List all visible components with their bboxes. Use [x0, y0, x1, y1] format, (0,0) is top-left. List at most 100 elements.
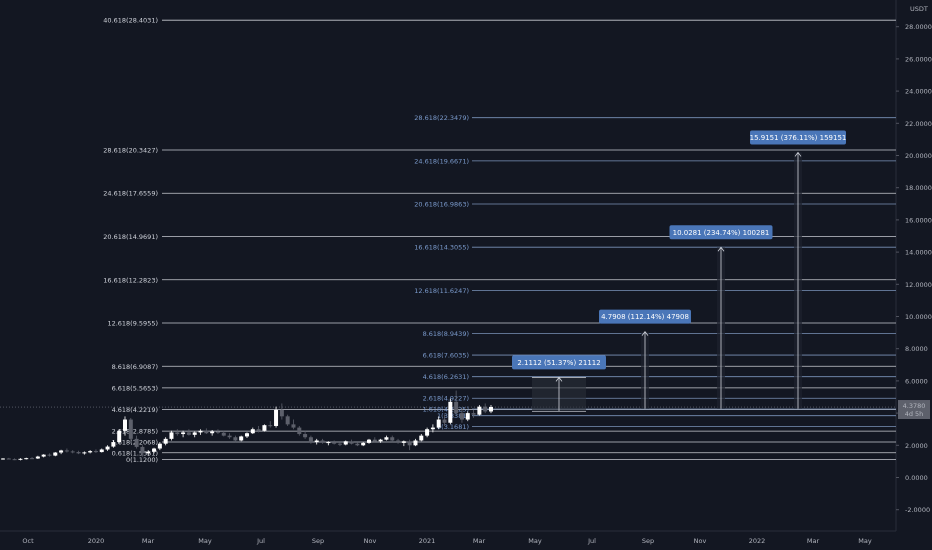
- fib-right-level-label: 20.618(16.9863): [414, 201, 469, 209]
- candle-body: [384, 437, 389, 440]
- candle-body: [35, 456, 40, 459]
- candle-body: [18, 458, 23, 460]
- y-tick-label: 0.0000: [905, 474, 928, 482]
- fib-right-level-label: 28.618(22.3479): [414, 114, 469, 122]
- y-tick-label: 6.0000: [905, 377, 928, 385]
- x-tick-label: May: [858, 537, 872, 545]
- projection-label-box: [512, 355, 606, 370]
- fib-left-level-label: 0(1.1200): [126, 456, 158, 464]
- candle-body: [396, 440, 401, 443]
- candle-body: [53, 452, 58, 456]
- candle-body: [477, 406, 482, 415]
- candle-body: [1, 458, 5, 460]
- candle-body: [111, 442, 116, 447]
- y-tick-label: -2.0000: [905, 506, 930, 514]
- candle-body: [419, 435, 424, 441]
- projection-label: 10.0281 (234.74%) 100281: [673, 229, 770, 237]
- projection-arrow-head: [717, 246, 725, 252]
- current-price-label: 4.3780: [903, 402, 926, 410]
- candle-body: [303, 434, 308, 438]
- x-tick-label: Nov: [364, 537, 377, 545]
- fib-left-level-label: 8.618(6.9087): [112, 363, 158, 371]
- candle-body: [372, 439, 377, 442]
- fib-left-level-label: 12.618(9.5955): [107, 320, 158, 328]
- y-tick-label: 18.0000: [905, 184, 932, 192]
- candle-body: [152, 448, 157, 452]
- candle-body: [448, 401, 453, 423]
- candle-body: [465, 413, 470, 420]
- candle-body: [355, 443, 360, 446]
- candle-body: [390, 437, 395, 441]
- candle-body: [233, 437, 238, 441]
- candle-body: [285, 416, 290, 425]
- candle-body: [454, 401, 459, 414]
- x-tick-label: Sep: [312, 537, 324, 545]
- x-tick-label: Jul: [256, 537, 265, 545]
- fib-right-level-label: 24.618(19.6671): [414, 157, 469, 165]
- x-tick-label: Oct: [22, 537, 34, 545]
- candle-body: [483, 406, 488, 412]
- candle-body: [181, 432, 186, 435]
- y-tick-label: 8.0000: [905, 345, 928, 353]
- fib-right-level-label: 4.618(6.2631): [423, 373, 469, 381]
- candle-body: [378, 439, 383, 442]
- candle-body: [128, 419, 133, 439]
- fib-right-level-label: 1(3.8381): [437, 412, 469, 420]
- x-tick-label: 2022: [749, 537, 766, 545]
- candle-body: [175, 432, 180, 435]
- current-price-box: [898, 400, 930, 420]
- candle-body: [297, 427, 302, 435]
- candle-body: [64, 450, 69, 452]
- candle-body: [227, 435, 232, 438]
- candle-body: [245, 433, 249, 437]
- candle-body: [24, 458, 29, 460]
- x-tick-label: Nov: [694, 537, 707, 545]
- projection-label: 15.9151 (376.11%) 159151: [750, 134, 847, 142]
- x-tick-label: May: [198, 537, 212, 545]
- candle-body: [30, 458, 35, 460]
- candle-body: [250, 429, 255, 434]
- projection-arrow-head: [555, 376, 563, 382]
- candle-body: [198, 430, 203, 433]
- fib-left-level-label: 4.618(4.2219): [112, 406, 158, 414]
- candle-body: [425, 429, 430, 436]
- candle-body: [146, 451, 151, 454]
- candle-body: [41, 454, 46, 457]
- candle-body: [274, 409, 279, 426]
- candle-body: [413, 440, 418, 446]
- candle-body: [204, 430, 209, 434]
- candle-body: [442, 419, 447, 423]
- candle-body: [47, 454, 52, 456]
- y-tick-label: 16.0000: [905, 216, 932, 224]
- x-tick-label: 2020: [88, 537, 105, 545]
- candle-body: [401, 441, 406, 443]
- candle-body: [430, 427, 435, 430]
- candle-body: [239, 436, 244, 441]
- candle-body: [436, 419, 441, 428]
- candle-body: [134, 438, 139, 447]
- fib-left-level-label: 0.618(1.5351): [112, 449, 158, 457]
- candle-body: [105, 446, 110, 450]
- y-tick-label: 22.0000: [905, 120, 932, 128]
- candle-body: [12, 459, 17, 461]
- y-tick-label: 20.0000: [905, 152, 932, 160]
- candle-body: [70, 451, 75, 453]
- fib-left-level-label: 40.618(28.4031): [103, 17, 158, 25]
- x-tick-label: Mar: [807, 537, 820, 545]
- candle-body: [361, 442, 366, 446]
- y-tick-label: 14.0000: [905, 249, 932, 257]
- y-tick-label: 10.0000: [905, 313, 932, 321]
- fib-left-level-label: 16.618(12.2823): [103, 276, 158, 284]
- candle-body: [407, 441, 412, 446]
- candle-body: [82, 452, 87, 454]
- candle-body: [215, 431, 220, 433]
- fib-left-level-label: 20.618(14.9691): [103, 233, 158, 241]
- y-tick-label: 26.0000: [905, 55, 932, 63]
- fib-right-level-label: 0(3.1681): [437, 423, 469, 431]
- x-tick-label: 2021: [419, 537, 436, 545]
- fib-left-level-label: 24.618(17.6559): [103, 190, 158, 198]
- y-tick-label: 28.0000: [905, 23, 932, 31]
- candle-body: [262, 425, 267, 431]
- candle-body: [256, 429, 261, 431]
